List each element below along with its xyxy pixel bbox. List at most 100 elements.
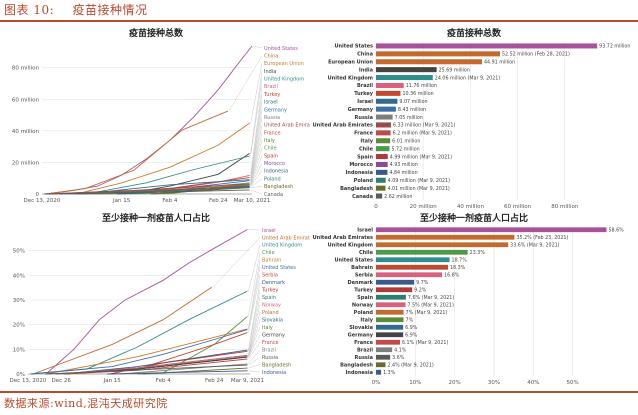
x-tick-label: Mar 9, 2021 — [231, 378, 264, 384]
bar — [376, 98, 398, 104]
data-label: 5.72 million — [391, 146, 419, 152]
category-label: United Arab Emirates — [313, 123, 373, 129]
y-tick-label: 50% — [13, 249, 25, 255]
x-tick-label: 50% — [567, 380, 579, 386]
series-label: Bangladesh — [262, 362, 291, 368]
category-label: France — [354, 340, 373, 346]
series-line — [45, 229, 248, 375]
bar — [376, 67, 437, 73]
data-label: 9.2% — [414, 287, 427, 293]
y-tick-label: 0% — [16, 372, 25, 378]
category-label: European Union — [328, 59, 373, 65]
x-tick-label: Feb 4 — [156, 378, 171, 384]
bar — [376, 51, 500, 57]
bar — [376, 43, 598, 49]
bar — [376, 242, 509, 248]
bar — [376, 324, 404, 330]
legend-leader-line — [248, 312, 261, 357]
data-label: 6.01 million — [392, 138, 420, 144]
legend-leader-line — [250, 147, 263, 186]
legend-leader-line — [248, 274, 261, 333]
series-label: Indonesia — [262, 370, 286, 376]
category-label: Germany — [348, 107, 374, 113]
y-tick-label: 20 million — [12, 160, 40, 166]
series-label: Serbia — [262, 273, 278, 279]
bar — [376, 177, 386, 183]
series-label: Israel — [262, 228, 276, 234]
x-tick-label: Jan 15 — [112, 198, 131, 204]
x-tick-label: 0 — [374, 204, 378, 208]
legend-leader-line — [248, 229, 261, 231]
data-label: 25.69 million — [439, 67, 470, 73]
data-label: 7% — [406, 317, 414, 323]
category-label: Indonesia — [346, 170, 373, 176]
series-line — [44, 45, 253, 195]
series-label: Brazil — [264, 84, 278, 90]
data-label: 44.91 million — [484, 59, 515, 65]
data-label: 2.4% (Mar 9, 2021) — [387, 362, 433, 368]
data-label: 4.93 million — [390, 162, 418, 168]
series-line — [75, 122, 250, 195]
figure-title: 疫苗接种情况 — [72, 3, 148, 17]
series-label: United Kingdom — [264, 77, 304, 83]
category-label: United Kingdom — [328, 75, 373, 81]
category-label: United Kingdom — [328, 242, 373, 248]
legend-leader-line — [248, 267, 261, 330]
category-label: Turkey — [354, 287, 373, 293]
legend-leader-line — [248, 327, 261, 357]
share-vaccinated-line-panel: 至少接种一剂疫苗人口占比 0% 10% 20% 30% 40% 50% Dec 13, 20… — [2, 210, 310, 390]
share-vaccinated-line-chart: 0% 10% 20% 30% 40% 50% Dec 13, 2020 Dec 26 Jan 1… — [10, 228, 310, 384]
category-label: Morocco — [349, 162, 373, 168]
category-label: Israel — [357, 227, 373, 233]
bar — [376, 302, 406, 308]
series-label: Bangladesh — [264, 184, 293, 190]
footer-divider — [0, 391, 638, 393]
data-label: 58.6% — [608, 227, 624, 233]
series-label: Denmark — [262, 280, 285, 286]
series-label: France — [262, 340, 279, 346]
legend-leader-line — [250, 186, 263, 188]
legend-leader-line — [250, 101, 263, 180]
legend-leader-line — [248, 319, 261, 358]
series-line — [45, 328, 248, 375]
series-line — [30, 329, 248, 375]
category-label: Spain — [357, 295, 373, 301]
series-line — [46, 110, 229, 195]
chart-title: 至少接种一剂疫苗人口占比 — [101, 214, 210, 224]
category-label: Italy — [360, 138, 373, 144]
bar — [376, 317, 404, 323]
x-tick-label: 20% — [449, 380, 461, 386]
total-vaccinations-bar-panel: 疫苗接种总数 0 20 million 40 million 60 million 80… — [312, 24, 636, 208]
data-label: 4.99 million (Mar 9, 2021) — [390, 154, 452, 160]
header-divider — [0, 20, 638, 22]
series-label: Turkey — [263, 92, 280, 98]
chart-title: 疫苗接种总数 — [446, 29, 501, 39]
x-tick-label: 60 million — [504, 204, 532, 208]
bar — [376, 75, 433, 81]
chart-title: 疫苗接种总数 — [128, 29, 183, 39]
category-label: Bangladesh — [340, 186, 373, 192]
legend-leader-line — [248, 259, 261, 329]
legend-leader-line — [250, 189, 263, 195]
figure-label: 图表 10: — [4, 3, 55, 17]
x-tick-label: Feb 4 — [162, 198, 177, 204]
legend-leader-line — [248, 297, 261, 356]
series-label: Turkey — [261, 288, 278, 294]
bar — [376, 272, 443, 278]
legend-leader-line — [212, 237, 261, 288]
legend-leader-line — [250, 117, 263, 183]
category-label: Poland — [354, 178, 374, 184]
series-label: Italy — [262, 325, 273, 331]
data-label: 6.1% (Mar 9, 2021) — [402, 340, 448, 346]
series-label: Germany — [264, 107, 287, 113]
data-label: 7% (Mar 9, 2021) — [406, 310, 448, 316]
series-label: Indonesia — [264, 169, 288, 175]
y-tick-label: 40 million — [12, 129, 40, 135]
data-label: 33.6% (Mar 9, 2021) — [510, 242, 560, 248]
data-label: 93.72 million — [599, 44, 630, 50]
series-label: United States — [264, 46, 298, 52]
bar — [376, 59, 482, 65]
bar — [376, 122, 391, 128]
series-line — [45, 364, 248, 375]
series-line — [32, 286, 212, 375]
